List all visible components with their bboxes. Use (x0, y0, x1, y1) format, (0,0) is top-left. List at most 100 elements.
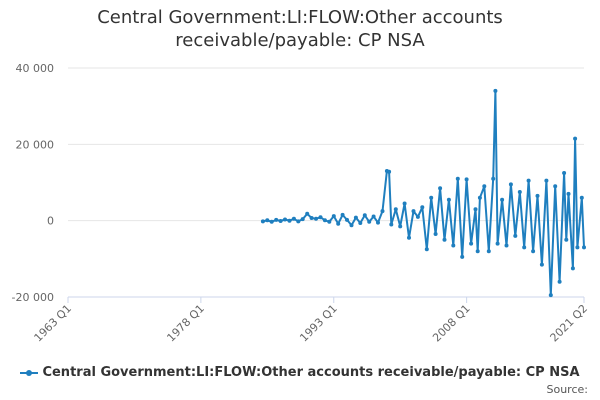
data-point[interactable] (493, 88, 498, 93)
data-point[interactable] (548, 293, 553, 298)
data-point[interactable] (526, 178, 531, 183)
data-point[interactable] (566, 191, 571, 196)
data-point[interactable] (513, 233, 518, 238)
y-tick-label: 0 (47, 215, 54, 228)
data-point[interactable] (442, 237, 447, 242)
data-point[interactable] (283, 217, 287, 222)
data-point[interactable] (446, 197, 451, 202)
y-tick-label: 20 000 (16, 138, 55, 151)
series-group (260, 88, 586, 298)
data-point[interactable] (455, 176, 460, 181)
data-point[interactable] (278, 219, 283, 223)
x-tick-label: 1993 Q1 (297, 302, 340, 345)
data-point[interactable] (305, 211, 310, 216)
data-point[interactable] (345, 217, 349, 222)
data-point[interactable] (451, 243, 456, 248)
y-axis: 40 000 20 000 0 -20 000 (12, 62, 54, 304)
data-point[interactable] (491, 176, 496, 181)
data-point[interactable] (287, 218, 292, 223)
data-point[interactable] (389, 222, 394, 227)
legend-marker-icon (20, 369, 39, 376)
y-tick-label: -20 000 (12, 291, 54, 304)
data-point[interactable] (433, 232, 438, 236)
data-point[interactable] (477, 195, 482, 200)
data-point[interactable] (575, 245, 580, 250)
source-label[interactable]: Source: (546, 383, 589, 396)
data-point[interactable] (415, 214, 420, 219)
data-point[interactable] (353, 215, 358, 220)
data-point[interactable] (393, 207, 398, 212)
data-point[interactable] (398, 224, 403, 229)
data-point[interactable] (464, 177, 469, 182)
data-point[interactable] (517, 190, 522, 194)
y-tick-label: 40 000 (16, 62, 55, 75)
chart-title: Central Government:LI:FLOW:Other account… (0, 6, 600, 52)
data-point[interactable] (504, 243, 509, 248)
data-point[interactable] (469, 241, 474, 246)
data-point[interactable] (553, 184, 558, 189)
data-point[interactable] (531, 249, 536, 254)
data-point[interactable] (557, 279, 562, 284)
data-point[interactable] (274, 217, 279, 222)
data-point[interactable] (535, 193, 540, 198)
data-point[interactable] (367, 219, 372, 224)
data-point[interactable] (318, 215, 323, 220)
data-point[interactable] (387, 169, 392, 174)
data-point[interactable] (424, 247, 429, 252)
data-point[interactable] (562, 171, 567, 175)
data-point[interactable] (508, 182, 513, 187)
data-point[interactable] (291, 216, 296, 221)
data-point[interactable] (340, 212, 345, 217)
chart-title-line-1: Central Government:LI:FLOW:Other account… (97, 7, 503, 28)
legend-label: Central Government:LI:FLOW:Other account… (42, 365, 580, 380)
data-point[interactable] (322, 218, 327, 223)
data-point[interactable] (482, 184, 487, 189)
data-point[interactable] (269, 219, 274, 224)
data-point[interactable] (376, 220, 380, 225)
data-point[interactable] (402, 201, 407, 206)
data-point[interactable] (582, 245, 586, 250)
data-point[interactable] (500, 197, 505, 202)
data-point[interactable] (336, 221, 341, 226)
data-point[interactable] (358, 221, 363, 225)
legend[interactable]: Central Government:LI:FLOW:Other account… (0, 365, 600, 380)
data-point[interactable] (573, 136, 578, 141)
data-point[interactable] (300, 217, 305, 222)
data-point[interactable] (473, 207, 478, 212)
data-point[interactable] (380, 209, 385, 214)
data-point[interactable] (460, 254, 465, 259)
data-point[interactable] (420, 205, 425, 210)
data-point[interactable] (314, 216, 318, 221)
data-point[interactable] (475, 249, 480, 254)
data-point[interactable] (429, 195, 434, 200)
data-point[interactable] (411, 209, 416, 214)
data-point[interactable] (539, 262, 544, 267)
x-tick-label: 1963 Q1 (32, 302, 75, 345)
data-point[interactable] (371, 214, 376, 219)
data-point[interactable] (362, 213, 367, 218)
x-axis: 1963 Q1 1978 Q1 1993 Q1 2008 Q1 2021 Q2 (32, 296, 591, 345)
data-point[interactable] (260, 219, 265, 224)
series-line (262, 89, 585, 297)
data-point[interactable] (296, 219, 301, 224)
data-point[interactable] (331, 214, 336, 219)
x-tick-label: 1978 Q1 (164, 302, 207, 345)
data-point[interactable] (564, 237, 569, 242)
data-point[interactable] (522, 245, 527, 250)
data-point[interactable] (486, 249, 491, 254)
data-point[interactable] (407, 235, 411, 240)
x-tick-label: 2021 Q2 (548, 302, 591, 345)
data-point[interactable] (438, 186, 443, 191)
chart-title-line-2: receivable/payable: CP NSA (175, 30, 425, 51)
x-tick-label: 2008 Q1 (430, 302, 473, 345)
data-point[interactable] (349, 223, 354, 228)
data-point[interactable] (265, 218, 270, 223)
data-point[interactable] (579, 195, 584, 200)
gridlines (68, 67, 584, 298)
data-point[interactable] (495, 241, 500, 246)
data-point[interactable] (570, 266, 575, 271)
data-point[interactable] (309, 216, 314, 220)
data-point[interactable] (327, 219, 332, 224)
data-point[interactable] (544, 178, 549, 183)
